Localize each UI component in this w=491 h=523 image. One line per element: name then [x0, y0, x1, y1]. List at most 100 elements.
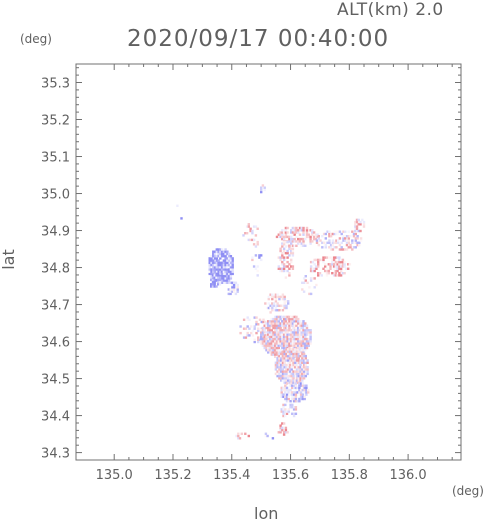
data-cell [290, 315, 293, 319]
data-cell [279, 235, 282, 239]
data-cell [291, 315, 295, 319]
data-cell [306, 370, 309, 373]
data-cell [309, 240, 312, 243]
data-cell [220, 250, 224, 253]
data-cell [281, 361, 285, 364]
data-cell [280, 295, 283, 299]
data-cell [296, 391, 299, 394]
data-cell [300, 349, 303, 352]
data-cell [334, 267, 337, 270]
data-cell [281, 335, 284, 338]
data-cell [281, 324, 284, 327]
data-cell [281, 242, 284, 245]
data-cell [305, 235, 309, 239]
data-cell [282, 406, 285, 409]
data-cell [270, 337, 273, 341]
data-cell [272, 344, 275, 347]
data-cell [267, 320, 270, 323]
data-cell [288, 240, 291, 243]
data-cell [297, 350, 300, 353]
data-cell [296, 400, 299, 403]
data-cell [302, 231, 305, 234]
data-cell [297, 326, 300, 330]
data-cell [224, 277, 227, 280]
data-cell [333, 230, 336, 233]
data-cell [304, 331, 307, 334]
data-cell [295, 372, 299, 376]
data-cell [268, 346, 272, 350]
data-cell [256, 274, 259, 277]
data-cell [281, 269, 284, 273]
data-cell [288, 274, 291, 277]
data-cell [281, 379, 285, 382]
data-cell [208, 263, 211, 267]
data-cell [267, 326, 270, 330]
data-cell [267, 302, 270, 305]
data-cell [295, 340, 298, 343]
data-cell [311, 260, 315, 264]
data-cell [264, 334, 267, 337]
data-cell [279, 426, 282, 430]
data-cell [288, 350, 292, 353]
data-cell [300, 242, 303, 245]
data-cell [291, 240, 295, 243]
data-cell [309, 340, 312, 343]
data-cell [286, 431, 289, 434]
data-cell [309, 237, 312, 241]
data-cell [290, 322, 293, 325]
data-cell [248, 327, 251, 330]
x-ticks: 135.0 135.2 135.4 135.6 135.8 136.0 [96, 64, 453, 483]
data-cell [267, 335, 270, 338]
data-cell [295, 357, 299, 360]
data-cell [282, 320, 286, 323]
data-cell [311, 277, 315, 280]
data-cell [288, 340, 291, 343]
data-cell [271, 306, 274, 310]
data-cell [236, 288, 239, 291]
data-cell [279, 233, 282, 236]
data-cell [211, 278, 215, 282]
data-cell [322, 267, 325, 270]
data-cell [278, 359, 281, 362]
data-cell [302, 329, 305, 332]
data-cell [317, 237, 320, 240]
data-cell [276, 370, 279, 373]
data-cell [274, 363, 278, 367]
data-cell [290, 242, 293, 245]
data-cell [331, 243, 335, 247]
data-cell [295, 231, 298, 234]
data-cell [284, 326, 288, 330]
data-cell [265, 306, 269, 310]
data-cell [287, 397, 290, 401]
data-cell [345, 239, 349, 242]
data-cell [268, 331, 272, 334]
data-cell [212, 272, 215, 276]
data-cell [285, 306, 288, 310]
data-cell [275, 349, 279, 352]
data-cell [256, 227, 259, 230]
data-cell [237, 432, 240, 435]
data-cell [302, 377, 306, 380]
data-cell [297, 340, 300, 343]
data-cell [291, 326, 295, 330]
data-cell [340, 246, 343, 249]
data-cell [294, 386, 298, 390]
data-cell [279, 349, 282, 352]
data-cell [247, 225, 250, 228]
data-cell [229, 270, 233, 273]
data-cell [212, 268, 215, 271]
data-cell [299, 379, 302, 382]
data-cell [302, 333, 305, 336]
data-cell [261, 333, 265, 336]
data-cell [281, 426, 284, 430]
data-cell [280, 304, 283, 307]
data-cell [298, 346, 302, 350]
data-cell [338, 258, 341, 262]
data-cell [227, 279, 231, 282]
data-cell [347, 237, 350, 240]
data-cell [352, 232, 356, 236]
data-cell [274, 361, 278, 364]
data-cell [354, 220, 357, 224]
data-cell [290, 258, 293, 262]
data-cell [211, 285, 215, 288]
